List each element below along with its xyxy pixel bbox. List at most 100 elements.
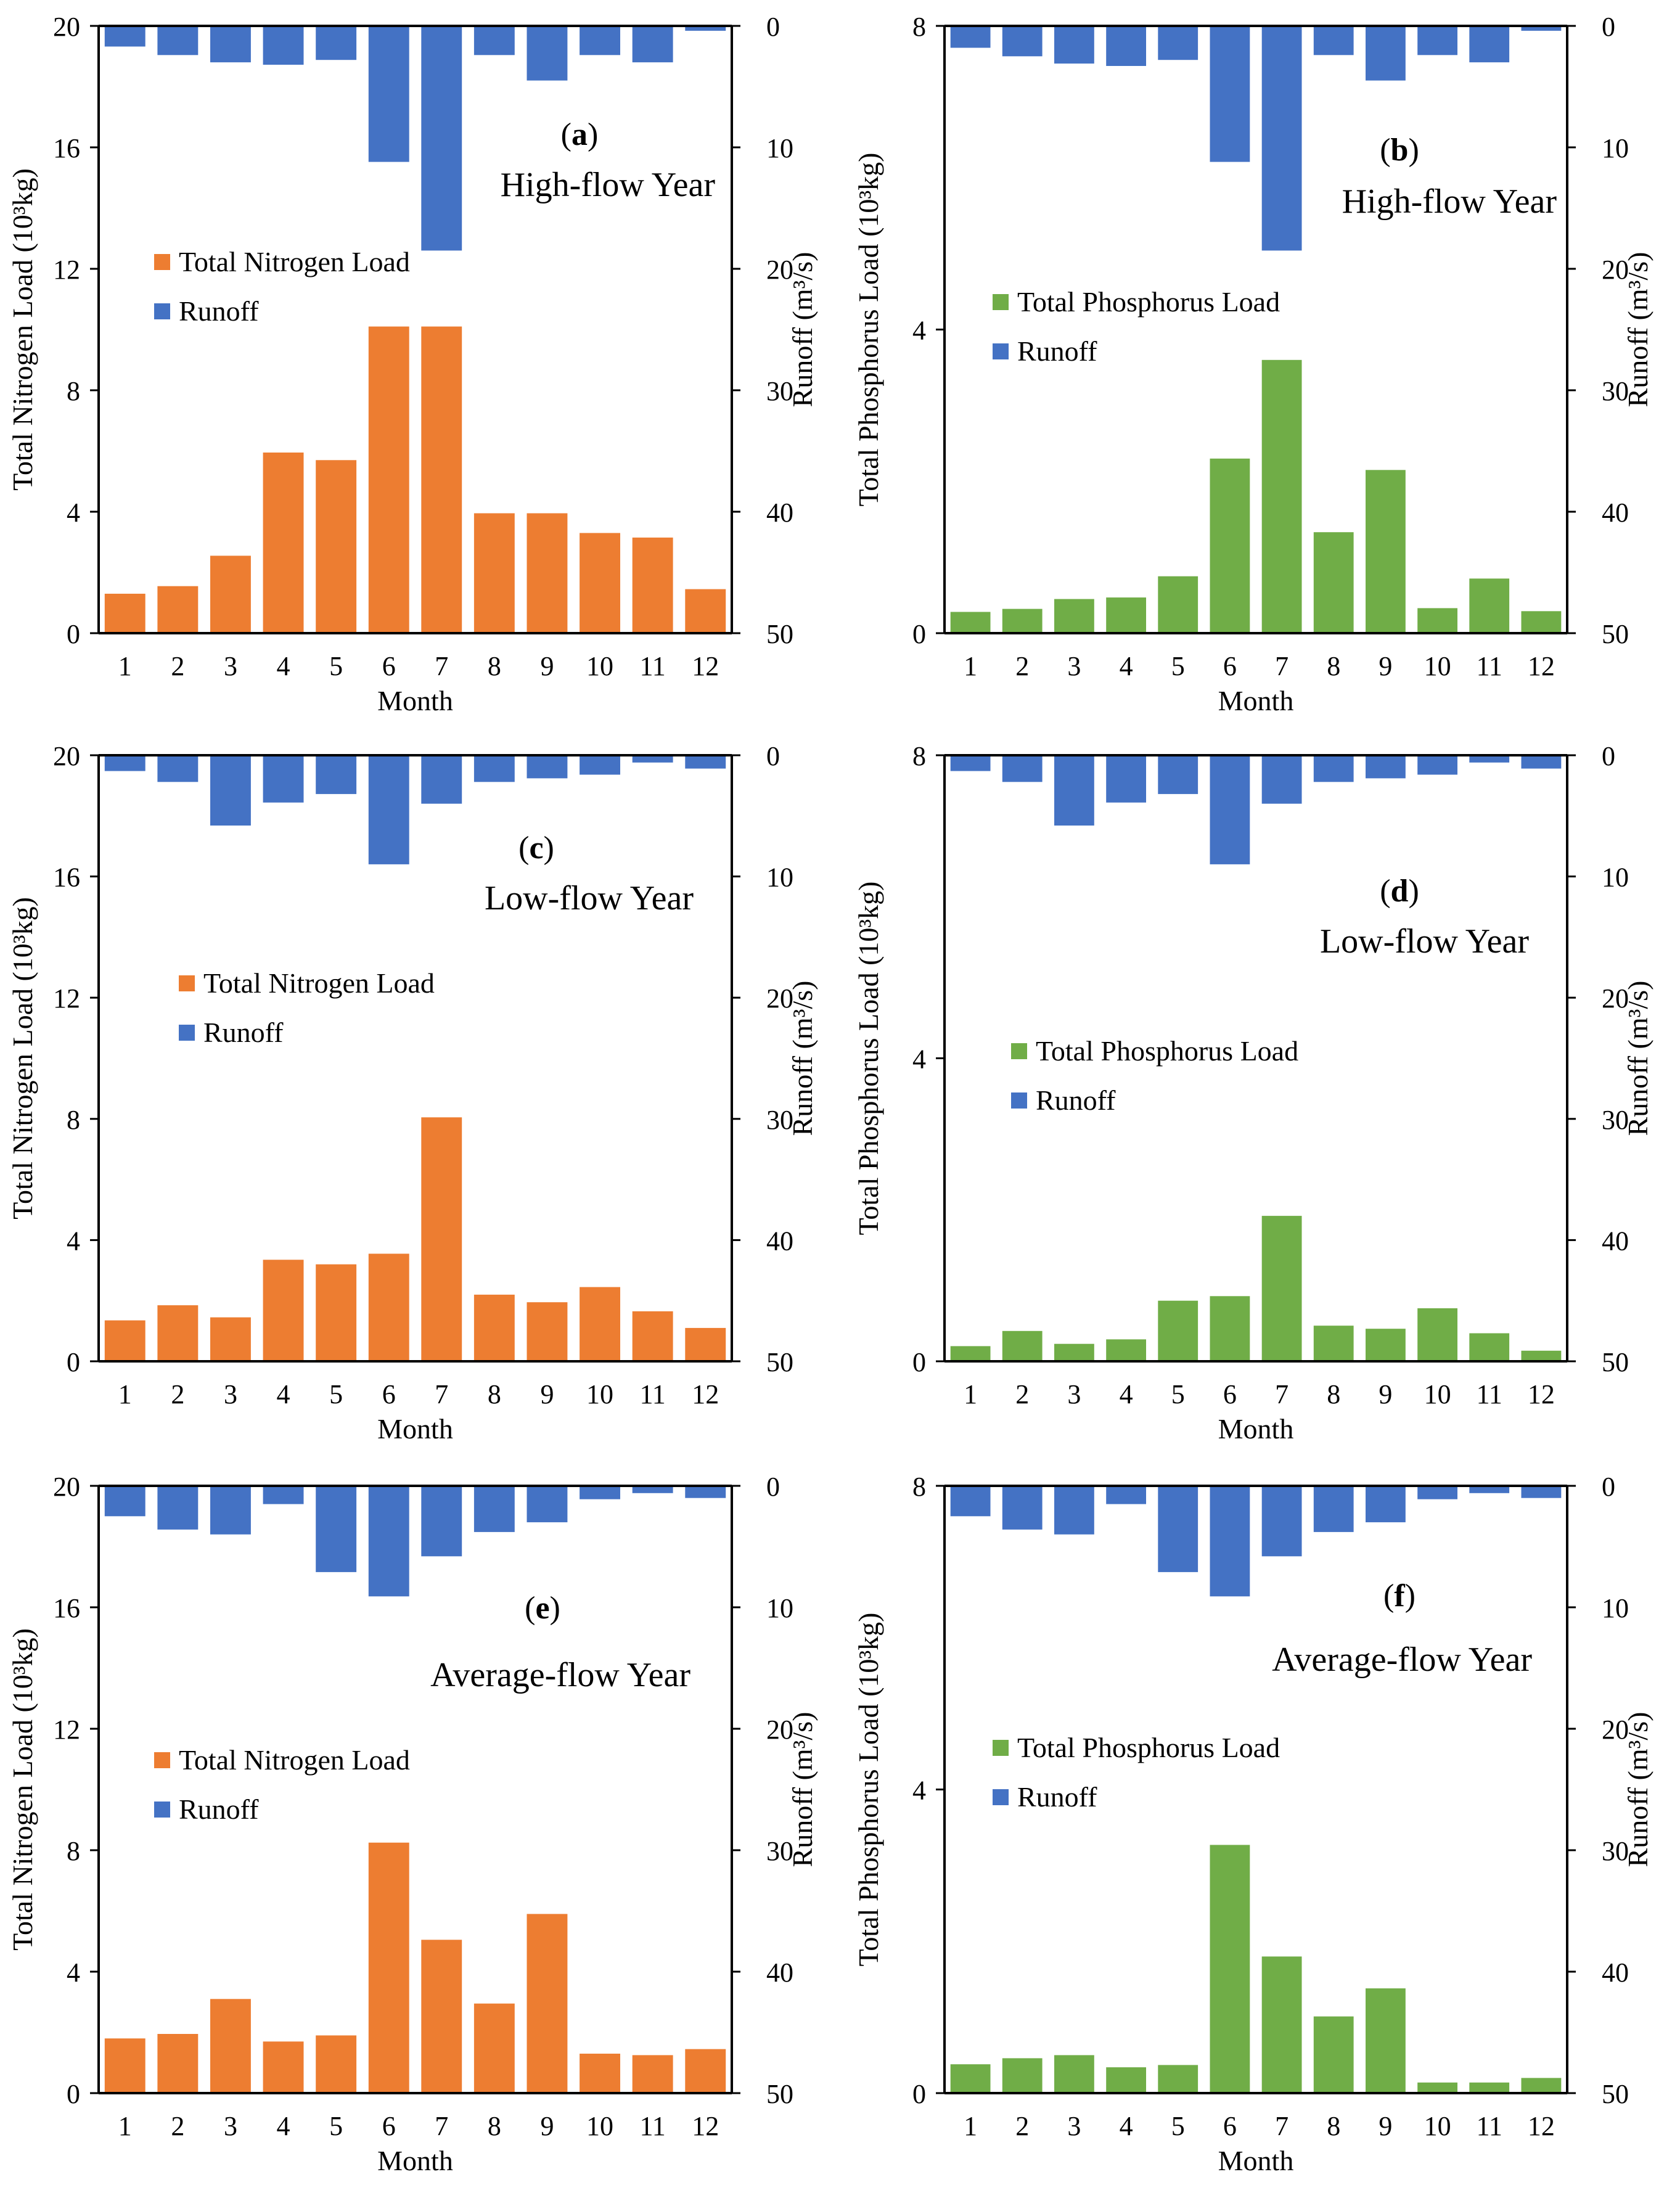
runoff-bar-month-11 [632,26,673,63]
load-bar-month-3 [1054,599,1094,633]
runoff-bar-month-3 [1054,755,1094,826]
right-axis-title: Runoff (m³/s) [787,252,818,408]
month-tick-label: 9 [540,651,554,681]
right-tick-label: 40 [1602,498,1629,528]
month-tick-label: 4 [277,651,290,681]
right-tick-label: 20 [766,1715,793,1745]
load-bar-month-4 [1106,2067,1146,2093]
load-bar-month-6 [1210,1296,1250,1361]
right-tick-label: 0 [1602,741,1615,771]
panel-subtitle: High-flow Year [501,166,716,204]
panel-label-letter: b [1391,133,1409,168]
load-bar-month-1 [950,2064,991,2093]
runoff-bar-month-7 [1261,755,1302,804]
load-bar-month-11 [632,1311,673,1361]
runoff-bar-month-11 [1469,755,1510,763]
load-bar-month-11 [1469,578,1510,633]
month-tick-label: 12 [1528,651,1555,681]
right-axis-title: Runoff (m³/s) [1622,981,1653,1136]
runoff-bar-month-9 [527,1486,568,1523]
load-bar-month-5 [1158,576,1199,633]
panel-label-open-paren: ( [561,117,572,152]
load-bar-month-10 [1417,608,1457,633]
right-tick-label: 50 [766,1347,793,1377]
month-tick-label: 9 [1379,2111,1392,2141]
legend-swatch [179,975,195,991]
right-tick-label: 20 [766,255,793,285]
month-tick-label: 2 [1015,1379,1029,1409]
load-bar-month-4 [1106,597,1146,633]
month-tick-label: 3 [1067,2111,1081,2141]
panel-subtitle: Low-flow Year [1320,922,1529,961]
left-tick-label: 12 [53,1715,80,1745]
left-axis-title: Total Nitrogen Load (10³kg) [7,168,38,491]
runoff-bar-month-8 [473,1486,515,1532]
runoff-bar-month-12 [1521,26,1562,31]
load-bar-month-5 [1158,2065,1199,2093]
left-tick-label: 8 [67,1836,80,1866]
month-tick-label: 12 [692,1379,719,1409]
right-tick-label: 30 [766,376,793,406]
load-bar-month-2 [157,2034,199,2093]
right-tick-label: 0 [766,741,780,771]
month-tick-label: 4 [1120,651,1133,681]
x-axis-title: Month [1218,685,1294,716]
runoff-bar-month-5 [316,1486,357,1572]
runoff-bar-month-10 [580,26,620,55]
right-tick-label: 50 [1602,1347,1629,1377]
month-tick-label: 12 [692,651,719,681]
month-tick-label: 4 [1120,2111,1133,2141]
right-tick-label: 20 [1602,983,1629,1014]
load-bar-month-8 [473,2003,515,2093]
load-bar-month-10 [580,1287,620,1361]
right-tick-label: 0 [766,1472,780,1502]
panel-subtitle: Average-flow Year [430,1656,690,1694]
month-tick-label: 5 [1171,2111,1185,2141]
month-tick-label: 10 [1424,1379,1451,1409]
runoff-bar-month-8 [473,26,515,55]
runoff-bar-month-8 [473,755,515,782]
legend-label: Runoff [203,1017,284,1048]
month-tick-label: 3 [1067,1379,1081,1409]
runoff-bar-month-12 [1521,1486,1562,1498]
load-bar-month-3 [1054,2055,1094,2093]
right-tick-label: 50 [1602,2079,1629,2109]
right-tick-label: 40 [766,1226,793,1256]
month-tick-label: 8 [1327,2111,1340,2141]
load-bar-month-7 [421,326,462,633]
month-tick-label: 7 [435,2111,448,2141]
left-tick-label: 0 [912,2079,926,2109]
left-tick-label: 20 [53,12,80,42]
load-bar-month-5 [316,1264,357,1361]
load-bar-month-10 [1417,1308,1457,1361]
left-axis-title: Total Phosphorus Load (10³kg) [853,881,884,1235]
left-axis-title: Total Nitrogen Load (10³kg) [7,897,38,1219]
runoff-bar-month-9 [1366,755,1406,779]
runoff-bar-month-7 [1261,1486,1302,1557]
runoff-bar-month-2 [1002,26,1043,57]
runoff-bar-month-6 [368,755,409,864]
panel-label: (b) [1380,133,1419,168]
load-bar-month-3 [210,555,251,633]
load-bar-month-6 [368,1253,409,1361]
right-axis-title: Runoff (m³/s) [787,981,818,1136]
month-tick-label: 7 [1275,2111,1289,2141]
left-tick-label: 4 [912,1044,926,1075]
load-bar-month-12 [1521,2078,1562,2093]
runoff-bar-month-1 [950,1486,991,1517]
load-bar-month-2 [157,1305,199,1361]
left-axis-title: Total Phosphorus Load (10³kg) [853,152,884,506]
right-tick-label: 20 [1602,255,1629,285]
runoff-bar-month-1 [950,26,991,48]
panel-subtitle: High-flow Year [1342,182,1557,221]
runoff-bar-month-2 [157,755,199,782]
runoff-bar-month-10 [580,755,620,775]
month-tick-label: 9 [540,1379,554,1409]
left-tick-label: 0 [67,2079,80,2109]
runoff-bar-month-1 [104,755,145,771]
load-bar-month-12 [685,589,726,633]
left-tick-label: 4 [912,316,926,346]
runoff-bar-month-9 [527,26,568,81]
